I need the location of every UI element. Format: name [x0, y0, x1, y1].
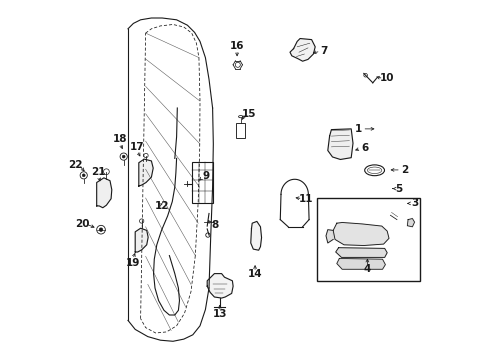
Text: 11: 11 [299, 194, 314, 204]
Polygon shape [97, 178, 112, 208]
Text: 9: 9 [203, 171, 210, 181]
Text: 6: 6 [361, 143, 368, 153]
Text: 1: 1 [355, 124, 363, 134]
Polygon shape [337, 258, 386, 269]
Text: 5: 5 [395, 184, 403, 194]
Polygon shape [333, 222, 389, 246]
Text: 3: 3 [411, 198, 418, 208]
Bar [236, 123, 245, 138]
Polygon shape [251, 221, 262, 250]
Text: 21: 21 [91, 167, 106, 177]
Text: 22: 22 [68, 160, 82, 170]
Text: 8: 8 [211, 220, 219, 230]
Text: 12: 12 [155, 201, 170, 211]
Circle shape [99, 228, 103, 231]
Circle shape [82, 174, 85, 177]
Polygon shape [407, 219, 415, 227]
Text: 17: 17 [130, 142, 145, 152]
Polygon shape [135, 228, 148, 252]
Bar [192, 162, 213, 203]
Text: 10: 10 [380, 73, 394, 84]
Polygon shape [328, 129, 353, 159]
Text: 2: 2 [401, 165, 408, 175]
Text: 15: 15 [242, 109, 256, 120]
Text: 14: 14 [248, 269, 262, 279]
Text: 18: 18 [113, 134, 127, 144]
Text: 7: 7 [320, 46, 328, 56]
Polygon shape [290, 39, 315, 61]
Text: 4: 4 [364, 264, 371, 274]
Circle shape [122, 155, 125, 158]
Bar [317, 198, 419, 281]
Polygon shape [326, 230, 333, 243]
Text: 19: 19 [125, 258, 140, 268]
Polygon shape [207, 274, 233, 298]
Text: 20: 20 [75, 219, 90, 229]
Text: 13: 13 [213, 309, 227, 319]
Polygon shape [139, 159, 153, 186]
Polygon shape [336, 248, 387, 257]
Text: 16: 16 [230, 41, 245, 51]
